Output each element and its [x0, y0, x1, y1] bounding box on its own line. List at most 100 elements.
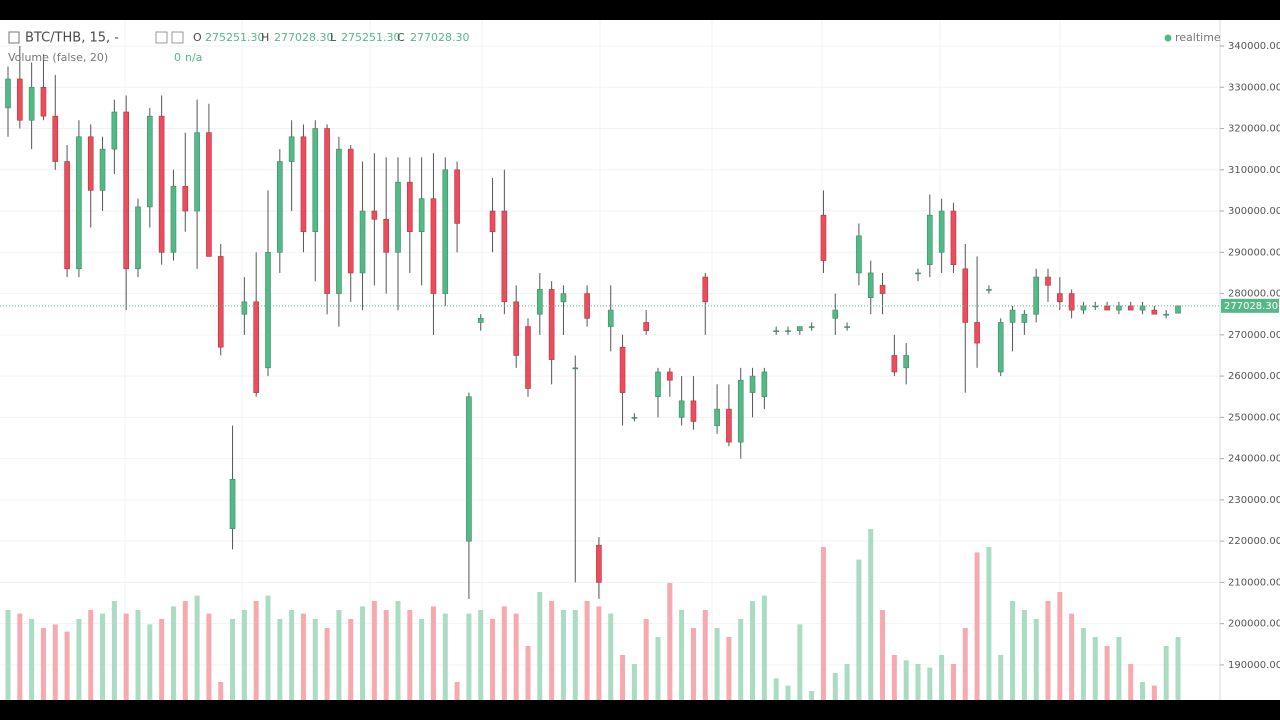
volume-bar — [560, 610, 566, 700]
volume-bar — [572, 610, 578, 700]
candle-body — [986, 289, 992, 291]
volume-bar — [880, 610, 886, 700]
vertical-grid — [124, 20, 1061, 700]
settings-icon[interactable] — [171, 31, 184, 44]
y-tick-label: 240000.00 — [1228, 454, 1280, 465]
candle-body — [288, 136, 295, 162]
candle-body — [749, 375, 756, 393]
volume-bar — [986, 547, 992, 700]
volume-bar — [809, 691, 815, 700]
volume-bar — [655, 637, 661, 700]
volume-bar — [620, 655, 626, 700]
volume-bar — [726, 637, 732, 700]
symbol[interactable]: BTC/THB, 15, - — [25, 31, 119, 46]
candle-body — [596, 544, 602, 583]
candle-body — [808, 326, 815, 328]
candle-body — [359, 210, 366, 274]
candle-body — [548, 289, 555, 360]
candle-body — [336, 148, 342, 294]
high-label: H — [261, 31, 269, 44]
candle-body — [962, 268, 969, 323]
volume-bar — [549, 601, 555, 700]
volume-bar — [111, 601, 117, 700]
candle-body — [1127, 305, 1134, 311]
volume-bar — [383, 610, 389, 700]
eye-icon[interactable] — [155, 31, 168, 44]
y-tick-label: 310000.00 — [1228, 165, 1280, 176]
volume-bar — [182, 601, 188, 700]
candle-body — [1045, 276, 1051, 286]
y-tick-label: 280000.00 — [1228, 289, 1280, 300]
volume-bar — [206, 613, 212, 700]
volume-bar — [643, 619, 649, 700]
volume-bar — [761, 595, 767, 700]
candle-body — [1116, 305, 1122, 311]
candle-body — [1021, 313, 1028, 323]
candle-body — [927, 214, 933, 265]
volume-bar — [750, 601, 756, 700]
volume-bar — [1175, 637, 1181, 700]
candle-body — [501, 210, 508, 303]
candle-body — [99, 148, 106, 191]
candle-body — [135, 206, 141, 270]
candle-body — [572, 367, 579, 370]
candle-body — [17, 78, 23, 121]
close-label: C — [397, 31, 405, 44]
candle-body — [844, 326, 850, 328]
volume-bar — [1116, 637, 1122, 700]
volume-bar — [785, 685, 791, 700]
candle-body — [395, 181, 401, 253]
volume-label[interactable]: Volume (false, 20) — [8, 51, 108, 64]
collapse-icon[interactable] — [8, 31, 20, 44]
open-value: 275251.30 — [205, 31, 265, 44]
volume-bar — [265, 595, 271, 700]
volume-bar — [773, 678, 779, 700]
volume-bar — [88, 610, 94, 700]
candle-body — [241, 301, 248, 315]
volume-bar — [939, 655, 945, 700]
candle-body — [194, 132, 200, 212]
volume-value: 0 — [174, 51, 181, 64]
volume-bar — [501, 606, 507, 700]
status-dot — [1164, 34, 1172, 42]
candle-body — [903, 355, 909, 369]
volume-bar — [525, 646, 531, 700]
volume-bar — [52, 624, 58, 700]
plot — [0, 45, 1220, 700]
candle-body — [714, 408, 720, 426]
volume-bar — [419, 619, 425, 700]
volume-bar — [856, 559, 862, 700]
candle-body — [655, 371, 661, 398]
y-tick-label: 300000.00 — [1228, 206, 1280, 217]
candle-body — [418, 198, 425, 232]
volume-bar — [407, 610, 413, 700]
volume-bar — [714, 628, 720, 700]
last-price-box — [1221, 298, 1279, 313]
candle-body — [312, 128, 319, 232]
candle-body — [324, 128, 330, 294]
candle-body — [974, 322, 980, 344]
candle-body — [1057, 293, 1063, 303]
candle-body — [253, 301, 259, 393]
volume-bar — [64, 631, 70, 700]
y-tick-label: 200000.00 — [1228, 619, 1280, 630]
volume-bar — [218, 682, 224, 700]
candle-body — [40, 86, 47, 117]
volume-bar — [253, 601, 259, 700]
candle-body — [879, 285, 886, 294]
candle-body — [891, 355, 898, 373]
y-tick-label: 320000.00 — [1228, 124, 1280, 135]
volume-bar — [608, 613, 614, 700]
volume-bar — [490, 619, 496, 700]
volume-bar — [478, 610, 484, 700]
candle-body — [87, 136, 94, 191]
candle-body — [64, 161, 70, 270]
volume-bar — [1151, 685, 1157, 700]
volume-bar — [300, 613, 306, 700]
candle-body — [856, 235, 862, 274]
candle-body — [1163, 313, 1169, 316]
volume-bar — [868, 529, 874, 700]
volume-bar — [135, 610, 141, 700]
volume-bar — [289, 610, 295, 700]
